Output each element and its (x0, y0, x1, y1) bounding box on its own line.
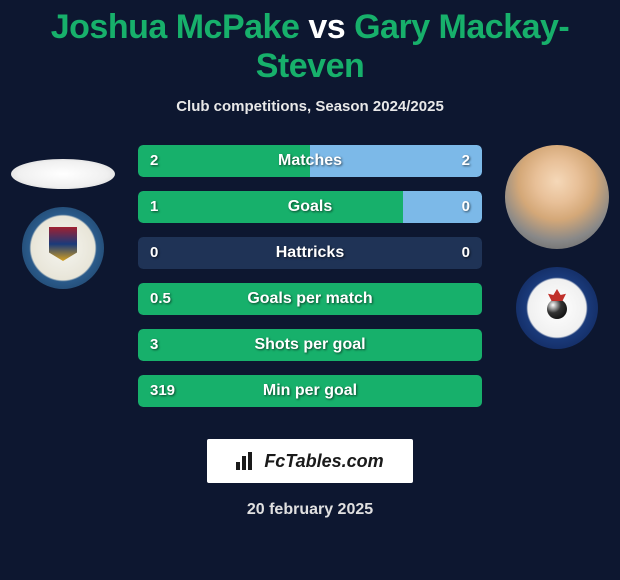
stat-label: Goals (138, 191, 482, 223)
stat-label: Min per goal (138, 375, 482, 407)
player2-name: Gary Mackay-Steven (256, 8, 570, 85)
player1-name: Joshua McPake (51, 8, 300, 46)
comparison-content: 22Matches 10Goals 00Hattricks 0.5Goals per … (0, 145, 620, 425)
stat-row: 10Goals (138, 191, 482, 223)
bar-chart-icon (236, 452, 258, 470)
player-left-column (8, 145, 118, 289)
stat-row: 22Matches (138, 145, 482, 177)
player-right-column (502, 145, 612, 349)
branding-text: FcTables.com (264, 451, 383, 472)
stats-bars: 22Matches 10Goals 00Hattricks 0.5Goals per … (138, 145, 482, 421)
vs-separator: vs (308, 8, 345, 46)
stat-label: Shots per goal (138, 329, 482, 361)
stat-label: Hattricks (138, 237, 482, 269)
date-label: 20 february 2025 (0, 501, 620, 519)
stat-label: Matches (138, 145, 482, 177)
stat-row: 319Min per goal (138, 375, 482, 407)
comparison-title: Joshua McPake vs Gary Mackay-Steven (0, 0, 620, 86)
stat-row: 0.5Goals per match (138, 283, 482, 315)
stat-label: Goals per match (138, 283, 482, 315)
branding-badge: FcTables.com (207, 439, 413, 483)
stat-row: 00Hattricks (138, 237, 482, 269)
player-left-photo (11, 159, 115, 189)
club-left-badge (22, 207, 104, 289)
club-right-badge (516, 267, 598, 349)
subtitle: Club competitions, Season 2024/2025 (0, 98, 620, 115)
stat-row: 3Shots per goal (138, 329, 482, 361)
player-right-photo (505, 145, 609, 249)
